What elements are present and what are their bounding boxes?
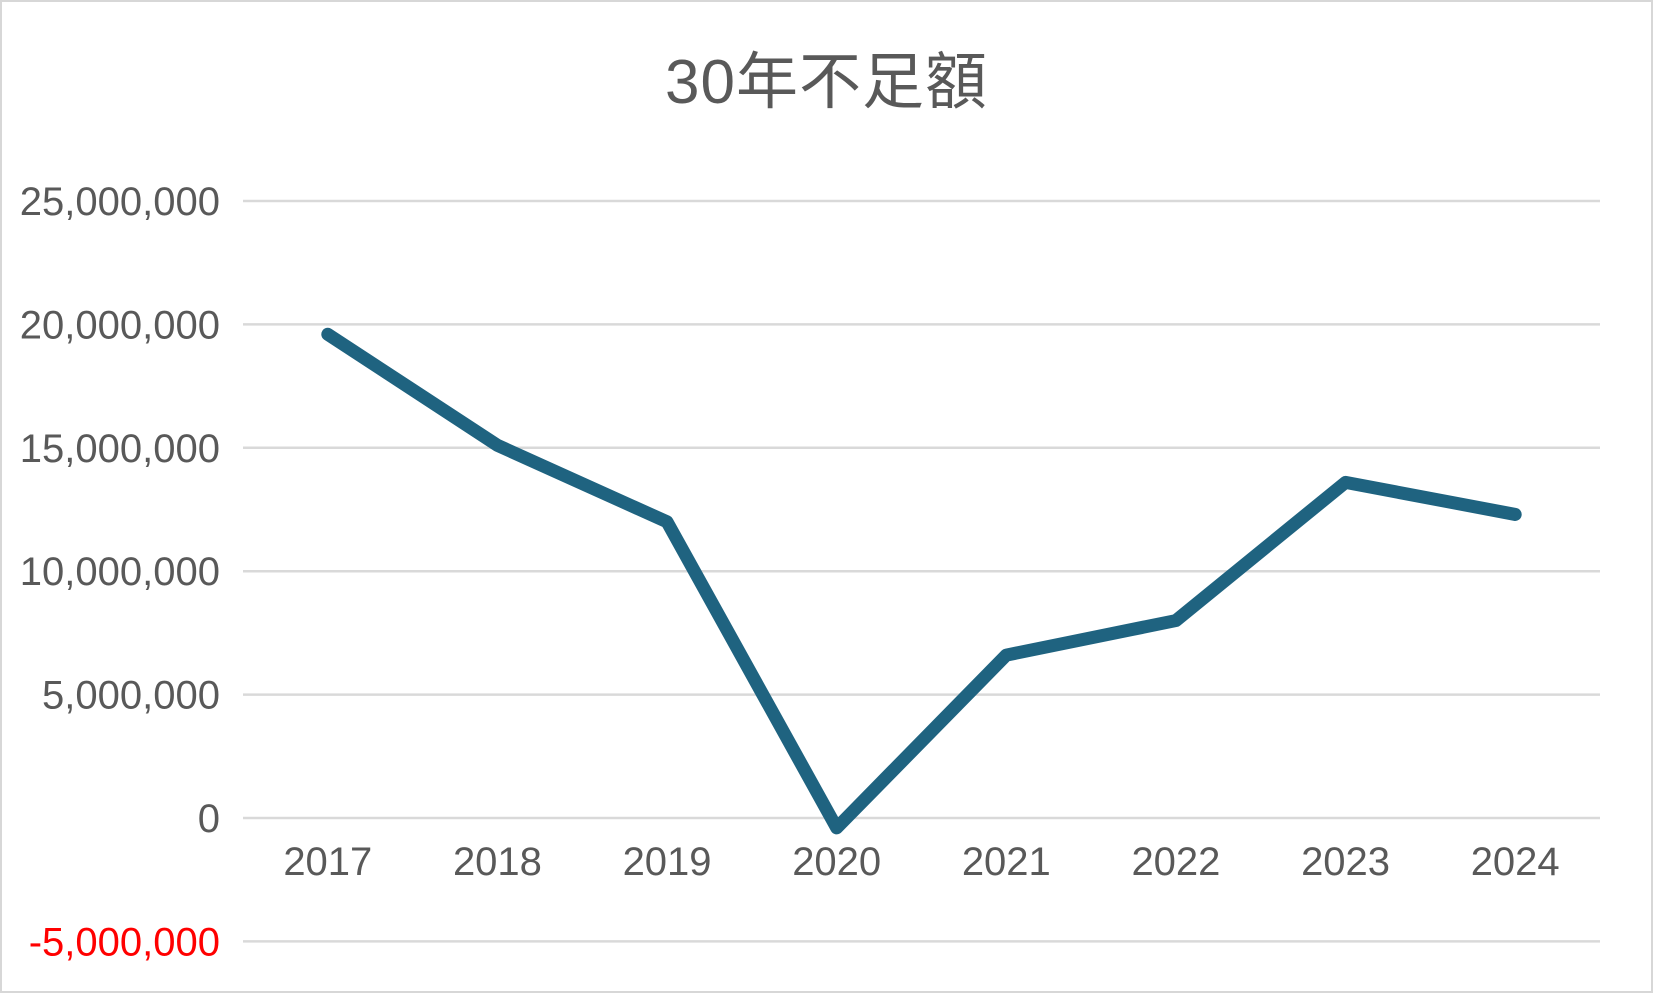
x-tick-label: 2023 [1301,840,1390,884]
y-tick-label: 5,000,000 [42,674,220,718]
y-tick-label: 20,000,000 [20,303,220,347]
x-tick-label: 2020 [792,840,881,884]
y-tick-label: -5,000,000 [29,920,220,964]
x-tick-label: 2021 [962,840,1051,884]
x-tick-label: 2018 [453,840,542,884]
x-tick-label: 2019 [623,840,712,884]
x-tick-label: 2024 [1471,840,1560,884]
y-tick-label: 15,000,000 [20,427,220,471]
x-tick-label: 2017 [283,840,372,884]
x-tick-label: 2022 [1131,840,1220,884]
y-tick-label: 25,000,000 [20,180,220,224]
chart-title: 30年不足額 [665,48,988,117]
y-tick-label: 0 [198,797,220,841]
data-line-series [321,327,1522,835]
y-tick-label: 10,000,000 [20,550,220,594]
